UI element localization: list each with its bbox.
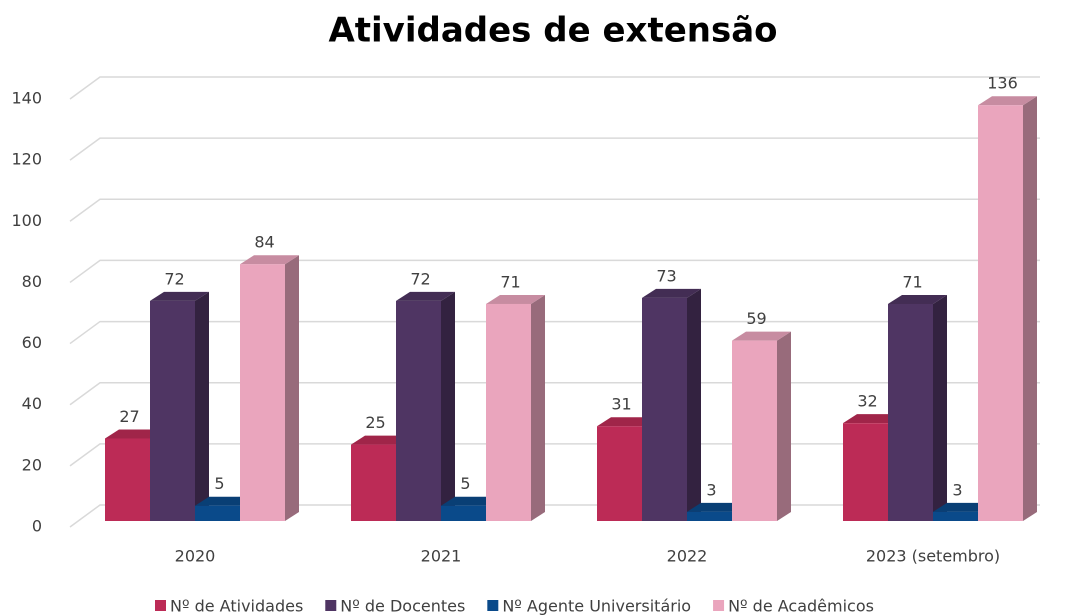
grid-line	[69, 259, 1040, 284]
grid-line	[69, 443, 1040, 467]
bar	[441, 505, 486, 521]
bar-top	[642, 288, 701, 298]
grid-line	[69, 198, 1040, 222]
bar-top	[597, 417, 656, 427]
bar-side	[441, 291, 455, 521]
y-tick-label: 20	[22, 455, 42, 474]
value-label: 31	[611, 395, 631, 414]
bar-top	[150, 291, 209, 301]
grid-line	[69, 137, 1040, 161]
bar	[240, 264, 285, 521]
y-tick-label: 40	[22, 394, 42, 413]
bar	[732, 340, 777, 521]
y-tick-label: 120	[11, 150, 42, 169]
legend-swatch	[487, 600, 499, 611]
grid-line	[69, 320, 1040, 345]
bar-top	[441, 496, 500, 506]
bar-top	[105, 429, 164, 439]
y-tick-label: 60	[22, 333, 42, 352]
value-label: 71	[902, 272, 922, 291]
y-tick-label: 0	[32, 517, 42, 536]
value-label: 71	[500, 272, 520, 291]
legend-label: Nº de Docentes	[340, 597, 465, 616]
bar-side	[531, 294, 545, 521]
bar	[105, 438, 150, 521]
bar-top	[933, 502, 992, 512]
bar-top	[351, 435, 410, 445]
x-tick-label: 2021	[421, 547, 462, 566]
bar-top	[396, 291, 455, 301]
bar-side	[777, 331, 791, 521]
value-label: 84	[254, 233, 274, 252]
bar	[843, 423, 888, 521]
bar	[597, 426, 642, 521]
bar-top	[240, 255, 299, 265]
grid-line	[69, 381, 1040, 406]
value-label: 32	[857, 392, 877, 411]
bar-top	[486, 294, 545, 304]
y-tick-label: 100	[11, 211, 42, 230]
bar-side	[933, 294, 947, 521]
bar	[150, 300, 195, 521]
value-label: 73	[656, 266, 676, 285]
legend-swatch	[155, 600, 166, 611]
value-label: 59	[746, 309, 766, 328]
value-label: 72	[410, 269, 430, 288]
bar	[687, 511, 732, 521]
bar	[642, 297, 687, 521]
chart-title: Atividades de extensão	[328, 11, 777, 51]
bar-top	[687, 502, 746, 512]
bar-side	[687, 288, 701, 521]
bar	[396, 300, 441, 521]
value-label: 27	[119, 407, 139, 426]
bar-side	[285, 255, 299, 521]
x-tick-label: 2023 (setembro)	[866, 547, 1000, 566]
x-tick-label: 2020	[175, 547, 216, 566]
bar-top	[195, 496, 254, 506]
legend-label: Nº Agente Universitário	[502, 597, 691, 616]
grid-line	[69, 76, 1040, 100]
value-label: 3	[706, 480, 716, 499]
bar-top	[978, 96, 1037, 106]
value-label: 5	[214, 474, 224, 493]
bar	[933, 511, 978, 521]
value-label: 72	[164, 269, 184, 288]
legend-swatch	[325, 600, 337, 611]
bar	[978, 105, 1023, 521]
bar	[486, 303, 531, 521]
value-label: 25	[365, 413, 385, 432]
x-tick-label: 2022	[667, 547, 708, 566]
bar-top	[732, 331, 791, 341]
y-tick-label: 140	[11, 89, 42, 108]
legend-label: Nº de Atividades	[170, 597, 303, 616]
legend-swatch	[713, 600, 725, 611]
bar-top	[888, 294, 947, 304]
bar-side	[1023, 96, 1037, 521]
value-label: 5	[460, 474, 470, 493]
value-label: 136	[987, 74, 1018, 93]
legend-label: Nº de Acadêmicos	[728, 597, 874, 616]
y-tick-label: 80	[22, 272, 42, 291]
bar	[351, 444, 396, 521]
bar	[195, 505, 240, 521]
bar-side	[195, 291, 209, 521]
bar-top	[843, 414, 902, 424]
bar	[888, 303, 933, 521]
value-label: 3	[952, 480, 962, 499]
